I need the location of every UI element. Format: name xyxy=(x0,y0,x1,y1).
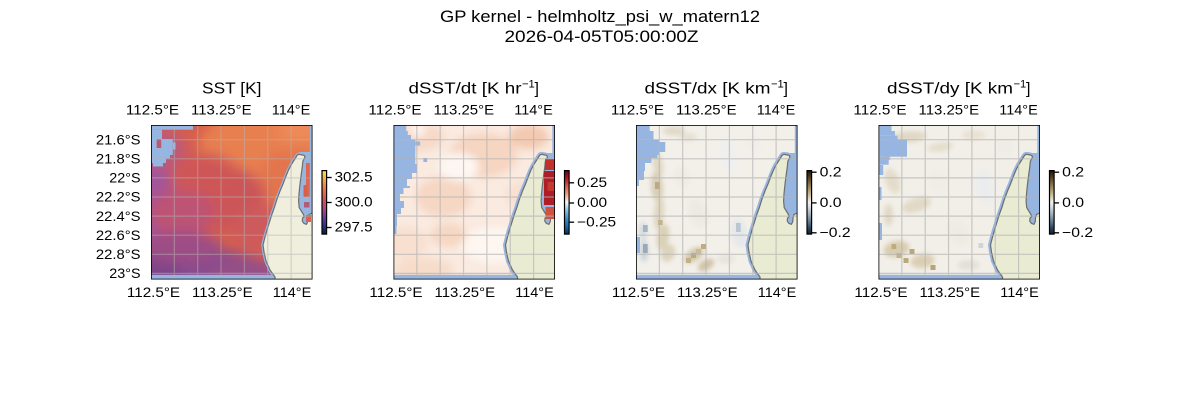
svg-text:113.25°E: 113.25°E xyxy=(919,103,980,118)
svg-text:112.5°E: 112.5°E xyxy=(853,103,906,118)
svg-text:112.5°E: 112.5°E xyxy=(369,285,422,300)
svg-text:114°E: 114°E xyxy=(273,285,312,300)
svg-text:112.5°E: 112.5°E xyxy=(126,103,179,118)
svg-text:−0.25: −0.25 xyxy=(577,214,616,229)
svg-text:113.25°E: 113.25°E xyxy=(191,103,252,118)
svg-text:dSST/dy [K km: dSST/dy [K km xyxy=(887,81,1013,98)
svg-text:114°E: 114°E xyxy=(758,285,797,300)
svg-text:2026-04-05T05:00:00Z: 2026-04-05T05:00:00Z xyxy=(505,27,699,46)
svg-text:113.25°E: 113.25°E xyxy=(676,103,737,118)
svg-text:−0.2: −0.2 xyxy=(1062,225,1093,240)
svg-text:113.25°E: 113.25°E xyxy=(677,285,738,300)
svg-text:−1: −1 xyxy=(1014,79,1027,91)
svg-text:−1: −1 xyxy=(771,79,784,91)
svg-text:23°S: 23°S xyxy=(109,266,140,281)
svg-text:22.2°S: 22.2°S xyxy=(96,190,141,205)
svg-text:114°E: 114°E xyxy=(757,103,796,118)
svg-text:]: ] xyxy=(535,81,539,98)
svg-text:dSST/dx [K km: dSST/dx [K km xyxy=(645,81,771,98)
svg-text:113.25°E: 113.25°E xyxy=(192,285,253,300)
svg-text:21.6°S: 21.6°S xyxy=(96,132,141,147)
svg-text:112.5°E: 112.5°E xyxy=(854,285,907,300)
svg-text:297.5: 297.5 xyxy=(335,220,373,235)
svg-text:112.5°E: 112.5°E xyxy=(611,103,664,118)
svg-text:0.0: 0.0 xyxy=(820,195,842,210)
svg-text:0.2: 0.2 xyxy=(820,164,842,179)
svg-text:114°E: 114°E xyxy=(272,103,311,118)
svg-text:0.0: 0.0 xyxy=(1062,195,1084,210)
svg-text:113.25°E: 113.25°E xyxy=(920,285,981,300)
svg-text:−0.2: −0.2 xyxy=(820,225,851,240)
svg-text:22.6°S: 22.6°S xyxy=(96,228,141,243)
svg-text:112.5°E: 112.5°E xyxy=(612,285,665,300)
svg-text:GP kernel - helmholtz_psi_w_ma: GP kernel - helmholtz_psi_w_matern12 xyxy=(440,7,760,26)
svg-text:−1: −1 xyxy=(522,79,535,91)
svg-text:114°E: 114°E xyxy=(515,285,554,300)
svg-text:0.25: 0.25 xyxy=(577,175,607,190)
svg-text:SST [K]: SST [K] xyxy=(202,81,261,98)
svg-text:0.2: 0.2 xyxy=(1062,164,1084,179)
svg-text:114°E: 114°E xyxy=(514,103,553,118)
svg-text:113.25°E: 113.25°E xyxy=(435,285,496,300)
svg-text:112.5°E: 112.5°E xyxy=(127,285,180,300)
svg-text:112.5°E: 112.5°E xyxy=(368,103,421,118)
svg-text:22°S: 22°S xyxy=(109,171,140,186)
svg-text:0.00: 0.00 xyxy=(577,195,607,210)
svg-text:22.4°S: 22.4°S xyxy=(96,209,141,224)
svg-text:302.5: 302.5 xyxy=(335,170,373,185)
svg-text:]: ] xyxy=(1026,81,1030,98)
svg-text:114°E: 114°E xyxy=(1000,285,1039,300)
svg-text:21.8°S: 21.8°S xyxy=(96,152,141,167)
svg-text:114°E: 114°E xyxy=(999,103,1038,118)
svg-text:300.0: 300.0 xyxy=(335,195,373,210)
svg-text:dSST/dt [K hr: dSST/dt [K hr xyxy=(409,81,523,98)
svg-text:]: ] xyxy=(784,81,788,98)
svg-text:22.8°S: 22.8°S xyxy=(96,247,141,262)
svg-text:113.25°E: 113.25°E xyxy=(434,103,495,118)
